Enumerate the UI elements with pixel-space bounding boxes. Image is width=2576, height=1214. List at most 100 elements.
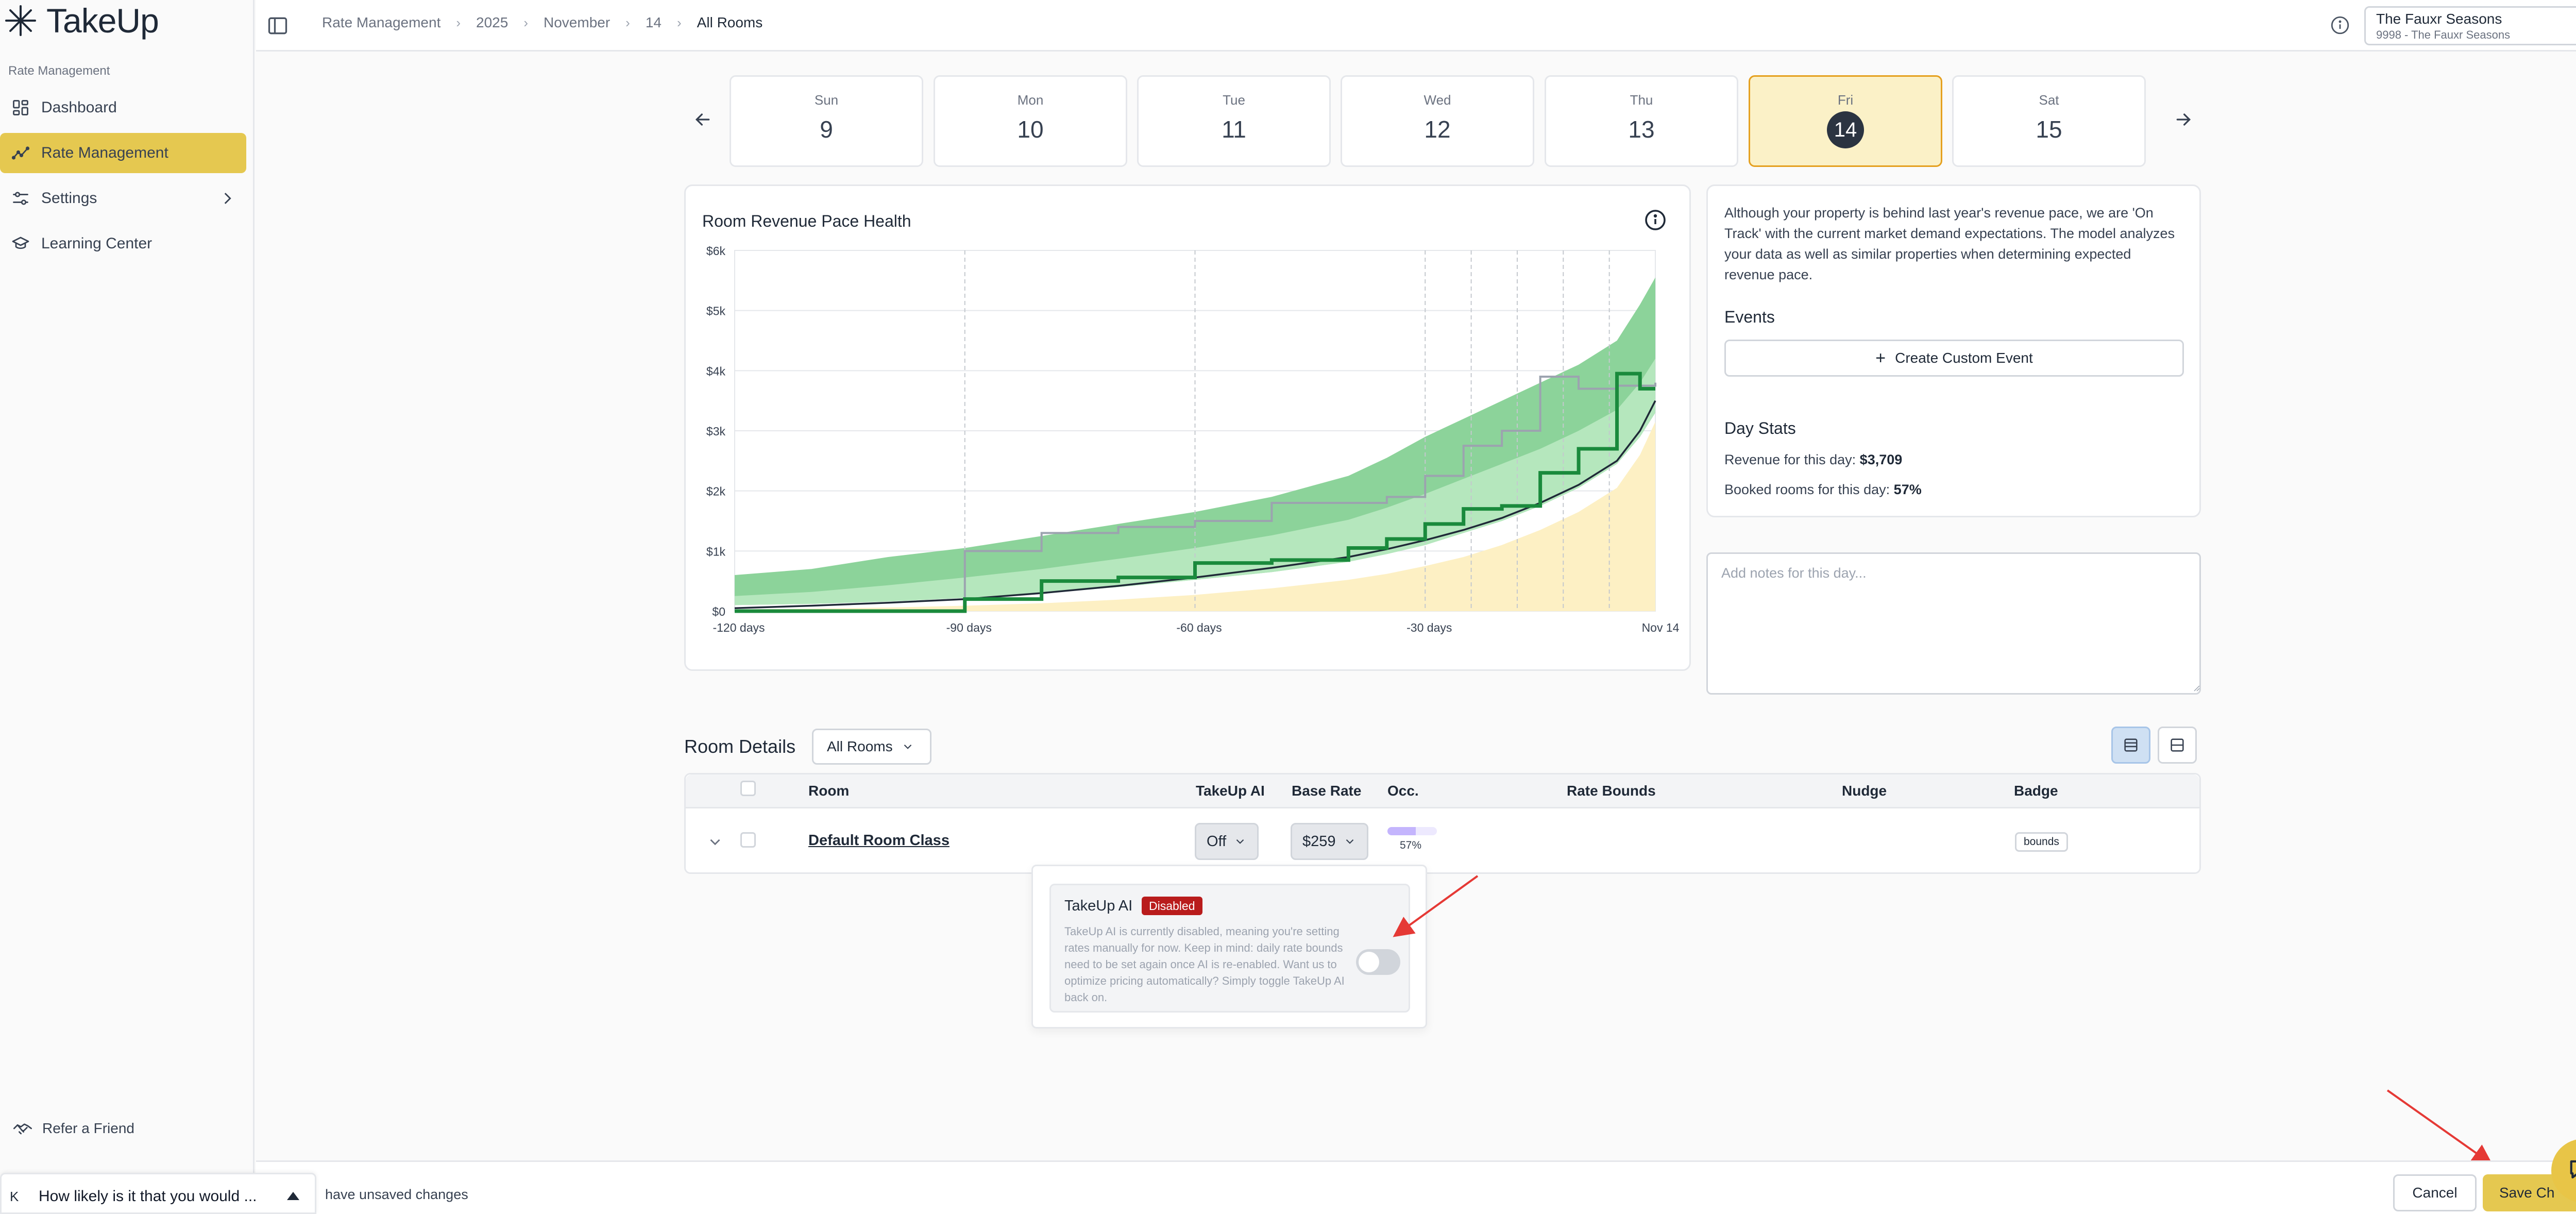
x-tick-label: -30 days — [1406, 621, 1452, 634]
chat-icon — [2570, 1160, 2576, 1178]
day-card-sun[interactable]: Sun 9 — [730, 75, 923, 167]
column-room: Room — [808, 783, 850, 799]
inner-pace-band — [735, 359, 1655, 605]
previous-week-arrow-icon[interactable] — [692, 109, 713, 130]
refer-a-friend-link[interactable]: Refer a Friend — [12, 1118, 134, 1139]
x-tick-label: -90 days — [946, 621, 992, 634]
rooms-filter-value: All Rooms — [827, 738, 893, 754]
day-notes-input[interactable] — [1706, 552, 2201, 695]
rooms-filter-select[interactable]: All Rooms — [812, 729, 931, 765]
sidebar-toggle-icon[interactable] — [266, 14, 289, 37]
day-name: Thu — [1630, 92, 1653, 108]
feedback-survey-widget[interactable]: K How likely is it that you would ... — [0, 1173, 316, 1214]
create-custom-event-button[interactable]: + Create Custom Event — [1724, 340, 2184, 377]
column-takeup-ai: TakeUp AI — [1196, 783, 1265, 799]
info-icon[interactable] — [2329, 14, 2351, 36]
property-selector[interactable]: The Fauxr Seasons 9998 - The Fauxr Seaso… — [2364, 6, 2576, 45]
day-date: 12 — [1424, 116, 1451, 143]
day-date: 10 — [1017, 116, 1044, 143]
badge-tag: bounds — [2015, 832, 2068, 852]
collapse-triangle-icon[interactable] — [286, 1190, 300, 1202]
sidebar: TakeUp Rate Management Dashboard Rate Ma… — [0, 0, 255, 1214]
booked-value: 57% — [1893, 482, 1922, 497]
revenue-label: Revenue for this day: — [1724, 452, 1856, 467]
pace-explanation: Although your property is behind last ye… — [1724, 205, 2175, 282]
sidebar-item-rate-management[interactable]: Rate Management — [0, 133, 246, 173]
actual-revenue-line — [735, 372, 1655, 613]
base-rate-value: $259 — [1302, 833, 1336, 850]
disabled-badge: Disabled — [1142, 897, 1202, 915]
y-tick-label: $6k — [706, 244, 726, 258]
breadcrumb-current: All Rooms — [697, 14, 763, 30]
base-rate-dropdown[interactable]: $259 — [1291, 823, 1368, 860]
breadcrumb-month[interactable]: November — [544, 14, 611, 30]
x-tick-label: Nov 14 — [1642, 621, 1680, 634]
room-details-title: Room Details — [684, 736, 796, 757]
annotation-arrow-save — [2386, 1089, 2493, 1165]
table-header: Room TakeUp AI Base Rate Occ. Rate Bound… — [686, 774, 2199, 808]
resize-grip-icon[interactable] — [2192, 683, 2200, 692]
pace-info-card: Although your property is behind last ye… — [1706, 184, 2201, 517]
cancel-button[interactable]: Cancel — [2393, 1174, 2477, 1211]
chart-info-icon[interactable] — [1643, 208, 1668, 232]
takeup-ai-dropdown[interactable]: Off — [1195, 823, 1259, 860]
property-name: The Fauxr Seasons — [2376, 11, 2502, 27]
breadcrumb-separator-icon: › — [456, 14, 461, 30]
sidebar-item-label: Dashboard — [41, 99, 117, 116]
x-tick-label: -120 days — [713, 621, 765, 634]
sliders-icon — [13, 192, 28, 205]
column-nudge: Nudge — [1842, 783, 1887, 799]
split-view-icon — [2171, 738, 2184, 752]
popover-title: TakeUp AI — [1064, 898, 1133, 914]
day-date: 9 — [820, 116, 833, 143]
day-name: Mon — [1017, 92, 1044, 108]
select-all-checkbox[interactable] — [740, 781, 756, 796]
breadcrumb-year[interactable]: 2025 — [476, 14, 509, 30]
top-bar: Rate Management › 2025 › November › 14 ›… — [256, 0, 2576, 52]
day-card-sat[interactable]: Sat 15 — [1952, 75, 2146, 167]
day-date: 11 — [1222, 116, 1246, 143]
breadcrumb: Rate Management › 2025 › November › 14 ›… — [322, 14, 762, 31]
expand-row-chevron-icon[interactable] — [706, 833, 724, 851]
breadcrumb-separator-icon: › — [677, 14, 682, 30]
day-card-fri-selected[interactable]: Fri 14 — [1749, 75, 1942, 167]
x-tick-label: -60 days — [1176, 621, 1222, 634]
breadcrumb-rate-management[interactable]: Rate Management — [322, 14, 441, 30]
survey-question: How likely is it that you would ... — [39, 1188, 257, 1205]
revenue-value: $3,709 — [1859, 452, 1903, 467]
sidebar-item-dashboard[interactable]: Dashboard — [0, 88, 246, 128]
y-tick-label: $0 — [712, 605, 725, 618]
room-name-link[interactable]: Default Room Class — [808, 832, 950, 849]
sidebar-item-learning-center[interactable]: Learning Center — [0, 224, 246, 264]
occupancy-value: 57% — [1400, 839, 1422, 851]
day-card-wed[interactable]: Wed 12 — [1341, 75, 1534, 167]
revenue-stat: Revenue for this day: $3,709 — [1724, 452, 1902, 468]
sidebar-item-settings[interactable]: Settings — [0, 178, 246, 218]
day-name: Sun — [814, 92, 839, 108]
graduation-cap-icon — [12, 237, 29, 249]
day-name: Fri — [1837, 92, 1854, 108]
sidebar-item-label: Learning Center — [41, 235, 152, 252]
next-week-arrow-icon[interactable] — [2173, 109, 2194, 130]
column-occupancy: Occ. — [1387, 783, 1419, 799]
row-checkbox[interactable] — [740, 832, 756, 848]
day-card-tue[interactable]: Tue 11 — [1137, 75, 1331, 167]
takeup-ai-popover: TakeUp AI Disabled TakeUp AI is currentl… — [1031, 865, 1427, 1028]
breadcrumb-separator-icon: › — [523, 14, 528, 30]
day-date: 15 — [2036, 116, 2062, 143]
last-year-line — [735, 376, 1656, 612]
survey-prefix: K — [10, 1189, 19, 1204]
revenue-pace-chart: $0 $1k $2k $3k $4k $5k $6k -120 days -90 days -60… — [706, 244, 1680, 634]
y-tick-label: $1k — [706, 545, 726, 558]
day-card-thu[interactable]: Thu 13 — [1545, 75, 1738, 167]
day-card-mon[interactable]: Mon 10 — [934, 75, 1127, 167]
takeup-ai-toggle[interactable] — [1356, 949, 1400, 975]
booked-stat: Booked rooms for this day: 57% — [1724, 482, 1922, 498]
split-view-button[interactable] — [2158, 727, 2197, 764]
breadcrumb-day[interactable]: 14 — [645, 14, 662, 30]
day-stats-heading: Day Stats — [1724, 419, 1796, 437]
brand-logo[interactable]: TakeUp — [0, 0, 159, 41]
day-name: Tue — [1223, 92, 1245, 108]
list-view-button[interactable] — [2111, 727, 2150, 764]
y-tick-label: $5k — [706, 305, 726, 318]
